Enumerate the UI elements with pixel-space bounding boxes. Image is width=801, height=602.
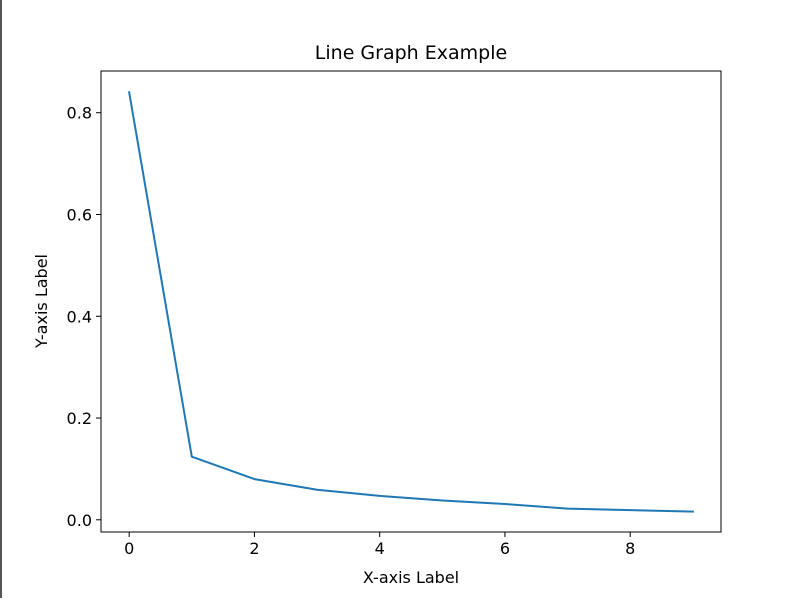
plot-frame bbox=[100, 70, 722, 533]
y-axis-label: Y-axis Label bbox=[32, 254, 51, 349]
series-layer bbox=[128, 91, 694, 513]
x-tick-label: 2 bbox=[249, 539, 259, 558]
y-tick-label: 0.8 bbox=[67, 104, 92, 123]
window-edge bbox=[0, 0, 2, 598]
chart-title: Line Graph Example bbox=[315, 42, 507, 64]
axis-ticks: 0 2 4 6 8 0.0 0.2 0.4 0.6 0.8 bbox=[67, 104, 636, 558]
x-tick-label: 6 bbox=[500, 539, 510, 558]
y-tick-label: 0.4 bbox=[67, 307, 92, 326]
x-tick-label: 0 bbox=[124, 539, 134, 558]
y-tick-label: 0.0 bbox=[67, 511, 92, 530]
x-axis-label: X-axis Label bbox=[363, 568, 459, 587]
y-tick-label: 0.2 bbox=[67, 409, 92, 428]
y-tick-label: 0.6 bbox=[67, 205, 92, 224]
x-tick-label: 4 bbox=[375, 539, 385, 558]
x-tick-label: 8 bbox=[625, 539, 635, 558]
series-line bbox=[128, 91, 694, 513]
